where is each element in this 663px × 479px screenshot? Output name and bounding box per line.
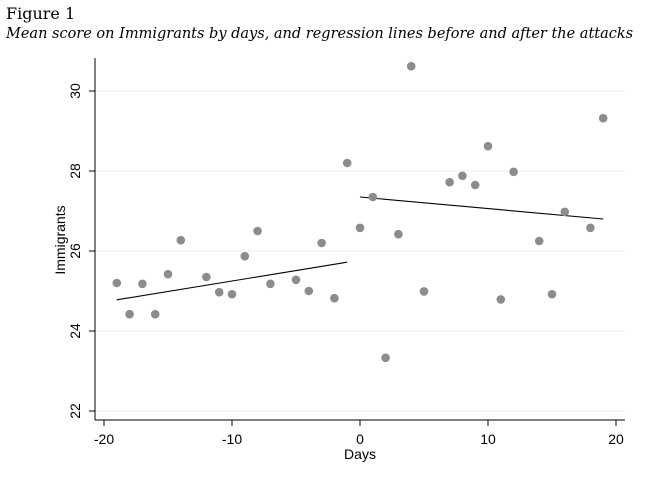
data-point [496, 295, 506, 304]
regression-line [116, 261, 348, 301]
data-point [330, 293, 339, 303]
data-point [266, 279, 275, 289]
data-points [112, 61, 608, 363]
regression-lines [116, 196, 604, 301]
data-point [125, 309, 134, 319]
y-tick-label: 28 [67, 163, 83, 179]
x-tick-label: -10 [222, 431, 242, 447]
data-point [112, 278, 122, 288]
y-tick-label: 22 [67, 403, 83, 419]
y-axis-title: Immigrants [52, 205, 68, 274]
data-point [176, 235, 186, 245]
data-point [394, 229, 403, 239]
figure-caption: Mean score on Immigrants by days, and re… [6, 26, 634, 42]
axis-labels: 22 24 26 28 30 -20 -10 0 10 20 Days Immigrants [52, 83, 624, 462]
y-tick-label: 30 [67, 83, 83, 99]
data-point [163, 269, 173, 279]
data-point [483, 141, 493, 151]
data-point [150, 309, 160, 319]
x-tick-label: 0 [356, 431, 364, 447]
x-tick-label: 20 [608, 431, 624, 447]
y-tick-label: 26 [67, 243, 83, 259]
x-axis-title: Days [344, 446, 376, 462]
data-point [547, 289, 557, 299]
y-tick-label: 24 [67, 323, 83, 339]
x-tick-label: -20 [94, 431, 114, 447]
data-point [406, 61, 416, 71]
data-point [381, 353, 390, 363]
data-point [253, 226, 262, 236]
data-point [355, 223, 365, 233]
data-point [202, 272, 211, 282]
data-point [560, 207, 570, 217]
data-point [534, 236, 544, 246]
data-point [458, 171, 467, 181]
data-point [419, 287, 429, 296]
data-point [509, 167, 518, 177]
data-point [317, 238, 326, 248]
gridlines [95, 90, 625, 412]
data-point [214, 287, 224, 297]
data-point [445, 177, 454, 187]
data-point [304, 286, 314, 296]
data-point [227, 289, 237, 299]
data-point [240, 251, 250, 261]
figure-label: Figure 1 [6, 4, 76, 23]
data-point [598, 113, 608, 123]
data-point [291, 275, 301, 285]
data-point [586, 223, 595, 233]
data-point [470, 180, 480, 190]
data-point [368, 192, 378, 202]
x-tick-label: 10 [480, 431, 496, 447]
data-point [138, 279, 147, 289]
data-point [342, 158, 352, 168]
axes [89, 58, 625, 426]
